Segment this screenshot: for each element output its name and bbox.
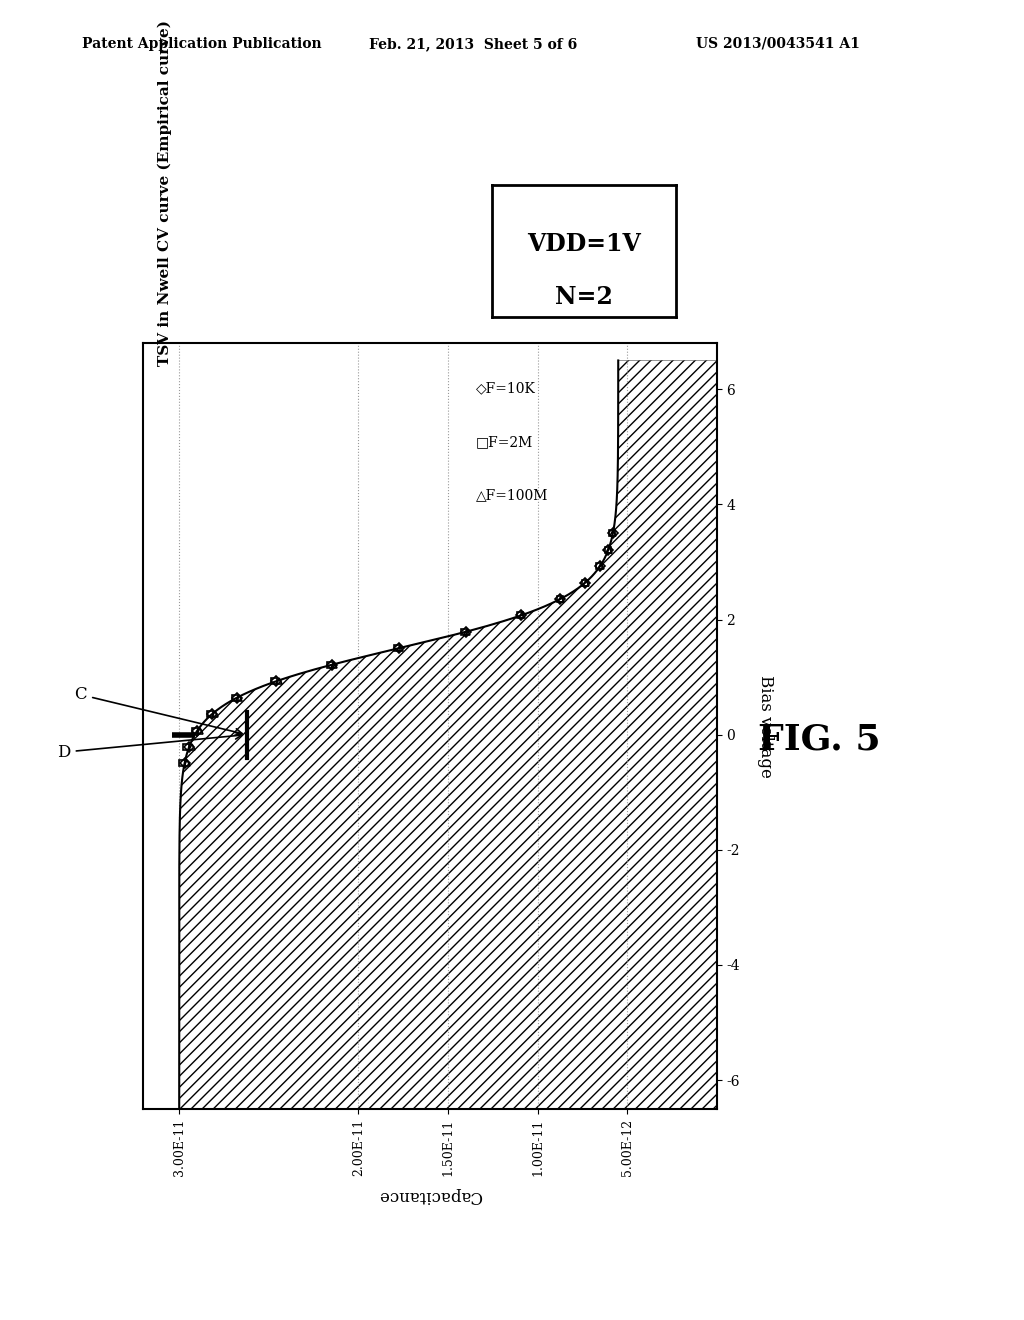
Text: US 2013/0043541 A1: US 2013/0043541 A1	[696, 37, 860, 51]
Text: ◇F=10K: ◇F=10K	[476, 381, 536, 396]
Text: TSV in Nwell CV curve (Empirical curve): TSV in Nwell CV curve (Empirical curve)	[158, 20, 172, 366]
Text: VDD=1V: VDD=1V	[526, 232, 641, 256]
Text: N=2: N=2	[555, 285, 612, 309]
X-axis label: Capacitance: Capacitance	[378, 1187, 482, 1204]
Text: D: D	[57, 733, 242, 760]
Y-axis label: Bias voltage: Bias voltage	[757, 675, 774, 777]
Text: □F=2M: □F=2M	[476, 436, 534, 449]
Text: C: C	[75, 686, 242, 735]
Text: Feb. 21, 2013  Sheet 5 of 6: Feb. 21, 2013 Sheet 5 of 6	[369, 37, 577, 51]
Text: FIG. 5: FIG. 5	[758, 722, 881, 756]
Text: △F=100M: △F=100M	[476, 488, 548, 503]
Text: Patent Application Publication: Patent Application Publication	[82, 37, 322, 51]
